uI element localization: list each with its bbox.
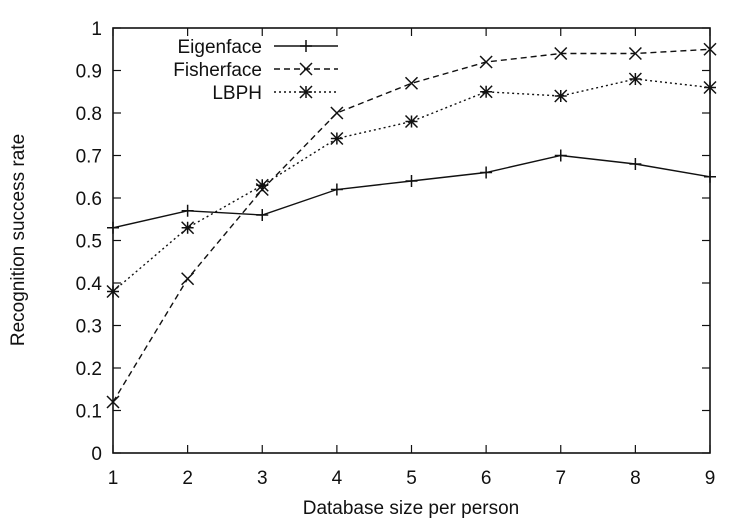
data-point-star bbox=[406, 116, 418, 128]
axis-ticks bbox=[113, 28, 710, 453]
data-point-star bbox=[704, 82, 716, 94]
data-point-plus bbox=[629, 158, 641, 170]
data-point-cross bbox=[300, 63, 312, 75]
data-point-plus bbox=[182, 205, 194, 217]
data-point-plus bbox=[704, 171, 716, 183]
x-tick-label: 2 bbox=[182, 468, 193, 489]
data-point-plus bbox=[331, 184, 343, 196]
legend-label: Eigenface bbox=[177, 37, 262, 58]
y-tick-label: 0.7 bbox=[76, 147, 102, 168]
data-point-plus bbox=[480, 167, 492, 179]
data-point-cross bbox=[406, 77, 418, 89]
y-axis-title: Recognition success rate bbox=[8, 134, 29, 346]
data-point-plus bbox=[406, 175, 418, 187]
y-tick-label: 0.5 bbox=[76, 232, 102, 253]
data-point-star bbox=[555, 90, 567, 102]
data-point-star bbox=[256, 179, 268, 191]
x-tick-label: 4 bbox=[332, 468, 343, 489]
legend-item-fisherface: Fisherface bbox=[173, 60, 338, 81]
series-line bbox=[113, 156, 710, 228]
chart: 1 2 3 4 5 6 7 8 9 0 0.1 0.2 0.3 0.4 0.5 0.6 0.7 0.8 0.9 1 E… bbox=[0, 0, 748, 524]
data-point-plus bbox=[555, 150, 567, 162]
legend-item-lbph: LBPH bbox=[212, 83, 338, 104]
y-tick-label: 0.9 bbox=[76, 62, 102, 83]
y-tick-label: 0 bbox=[91, 444, 102, 465]
x-tick-label: 8 bbox=[630, 468, 641, 489]
x-tick-label: 5 bbox=[406, 468, 417, 489]
x-tick-label: 6 bbox=[481, 468, 492, 489]
data-point-cross bbox=[480, 56, 492, 68]
data-point-cross bbox=[182, 273, 194, 285]
data-point-plus bbox=[256, 209, 268, 221]
line-chart: 1 2 3 4 5 6 7 8 9 0 0.1 0.2 0.3 0.4 0.5 0.6 0.7 0.8 0.9 1 E… bbox=[0, 0, 748, 524]
plot-frame bbox=[113, 28, 710, 453]
x-tick-label: 7 bbox=[555, 468, 566, 489]
data-point-plus bbox=[107, 222, 119, 234]
y-tick-label: 0.2 bbox=[76, 359, 102, 380]
data-point-plus bbox=[300, 40, 312, 52]
y-tick-label: 1 bbox=[91, 19, 102, 40]
data-point-star bbox=[300, 86, 312, 98]
data-point-cross bbox=[331, 107, 343, 119]
series-layer bbox=[107, 43, 716, 408]
y-tick-label: 0.6 bbox=[76, 189, 102, 210]
series-line bbox=[113, 49, 710, 402]
y-tick-label: 0.1 bbox=[76, 402, 102, 423]
y-tick-label: 0.8 bbox=[76, 104, 102, 125]
x-axis-title: Database size per person bbox=[303, 498, 520, 519]
legend-label: LBPH bbox=[212, 83, 262, 104]
legend-item-eigenface: Eigenface bbox=[177, 37, 338, 58]
legend-label: Fisherface bbox=[173, 60, 262, 81]
x-tick-label: 9 bbox=[705, 468, 716, 489]
data-point-star bbox=[629, 73, 641, 85]
x-tick-label: 3 bbox=[257, 468, 268, 489]
data-point-star bbox=[107, 286, 119, 298]
x-tick-label: 1 bbox=[108, 468, 119, 489]
data-point-star bbox=[182, 222, 194, 234]
y-tick-label: 0.4 bbox=[76, 274, 103, 295]
data-point-star bbox=[480, 86, 492, 98]
data-point-star bbox=[331, 133, 343, 145]
y-tick-label: 0.3 bbox=[76, 317, 102, 338]
series-fisherface bbox=[107, 43, 716, 408]
